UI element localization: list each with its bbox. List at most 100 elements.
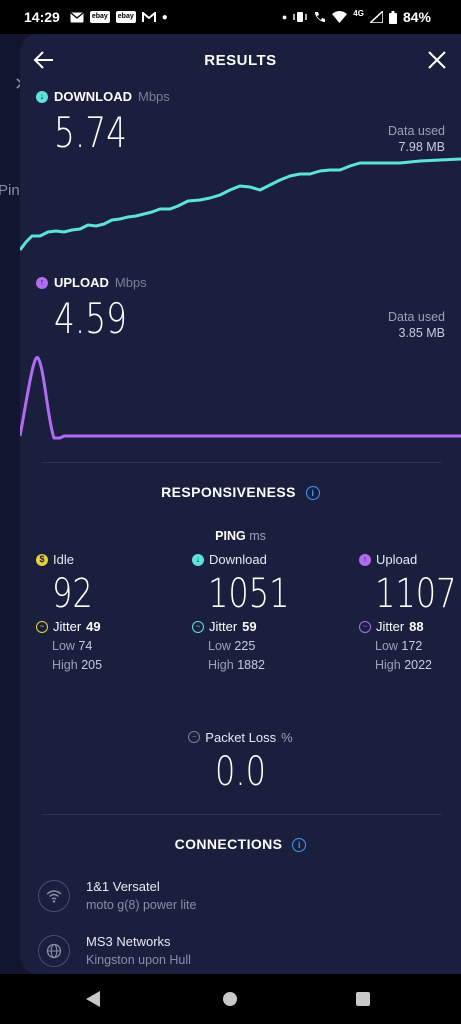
jitter-icon: ~ — [359, 620, 371, 633]
download-ping-icon: ↓ — [192, 553, 204, 566]
divider — [42, 814, 442, 815]
packet-loss-label: Packet Loss — [205, 729, 277, 745]
connection-item[interactable]: MS3 Networks Kingston upon Hull — [38, 934, 191, 967]
globe-icon — [38, 934, 70, 967]
upload-low-row: Low 172 — [375, 639, 461, 653]
jitter-icon: ~ — [192, 620, 204, 633]
download-label: ↓ DOWNLOAD Mbps — [36, 89, 170, 104]
packet-loss-label-row: − Packet Loss % — [188, 729, 293, 745]
jitter-icon: ~ — [36, 620, 48, 633]
ping-title: PING ms — [20, 529, 461, 543]
idle-ping-value: 92 — [52, 571, 93, 617]
upload-high-row: High 2022 — [375, 658, 461, 672]
upload-label: ↑ UPLOAD Mbps — [36, 275, 147, 290]
download-ping-label: Download — [209, 552, 267, 567]
connection-text: MS3 Networks Kingston upon Hull — [86, 934, 191, 967]
vibrate-icon — [293, 12, 307, 22]
connection-detail: moto g(8) power lite — [86, 898, 197, 912]
upload-data-used-value: 3.85 MB — [398, 326, 445, 340]
idle-icon: $ — [36, 553, 48, 566]
battery-percent: 84% — [402, 9, 431, 25]
responsiveness-label: RESPONSIVENESS — [161, 484, 296, 500]
download-jitter-label: Jitter — [209, 619, 238, 634]
idle-jitter-label: Jitter — [53, 619, 82, 634]
upload-title: UPLOAD — [54, 275, 109, 290]
results-panel: RESULTS ↓ DOWNLOAD Mbps 5.74 Data used 7… — [20, 34, 461, 974]
results-header: RESULTS — [20, 34, 461, 86]
page-title: RESULTS — [204, 52, 277, 69]
ping-upload-column: ↑ Upload 1107 ~ Jitter 88 Low 172 High 2… — [359, 552, 461, 672]
download-jitter-row: ~ Jitter 59 — [192, 619, 310, 634]
download-low-label: Low — [208, 639, 231, 653]
divider — [42, 462, 442, 463]
upload-jitter-value: 88 — [409, 619, 424, 634]
notification-icons: ebay ebay ● — [70, 11, 168, 23]
download-graph — [20, 157, 461, 251]
download-low-value: 225 — [234, 639, 256, 653]
upload-jitter-label: Jitter — [376, 619, 405, 634]
download-title: DOWNLOAD — [54, 89, 132, 104]
mail-icon — [70, 12, 84, 22]
info-icon[interactable]: i — [305, 486, 320, 501]
upload-ping-value: 1107 — [375, 571, 457, 617]
more-dot-icon: ● — [161, 11, 168, 23]
download-ping-value: 1051 — [208, 571, 290, 617]
nav-back-icon[interactable] — [86, 991, 100, 1007]
idle-low-row: Low 74 — [52, 639, 103, 653]
download-data-used-value: 7.98 MB — [398, 140, 445, 154]
upload-low-label: Low — [375, 639, 398, 653]
upload-unit: Mbps — [114, 275, 147, 290]
cell-signal-icon — [369, 11, 383, 23]
nav-recents-icon[interactable] — [356, 992, 370, 1006]
ping-download-column: ↓ Download 1051 ~ Jitter 59 Low 225 High… — [192, 552, 310, 672]
idle-high-row: High 205 — [52, 658, 103, 672]
connections-label: CONNECTIONS — [174, 836, 283, 852]
connection-name: MS3 Networks — [86, 934, 171, 949]
download-data-used-label: Data used — [388, 124, 445, 138]
ebay-icon: ebay — [89, 11, 110, 23]
download-ping-label-row: ↓ Download — [192, 552, 310, 567]
upload-high-label: High — [375, 658, 401, 672]
connection-item[interactable]: 1&1 Versatel moto g(8) power lite — [38, 879, 196, 912]
idle-low-label: Low — [52, 639, 75, 653]
wifi-signal-icon — [332, 11, 348, 23]
status-time: 14:29 — [24, 9, 60, 25]
connection-name: 1&1 Versatel — [86, 879, 160, 894]
download-data-used: Data used 7.98 MB — [388, 123, 445, 155]
upload-ping-icon: ↑ — [359, 553, 371, 566]
packet-loss-value: 0.0 — [215, 748, 266, 795]
download-low-row: Low 225 — [208, 639, 310, 653]
idle-label: Idle — [53, 552, 74, 567]
upload-arrow-icon: ↑ — [36, 276, 48, 289]
idle-jitter-value: 49 — [86, 619, 101, 634]
download-high-label: High — [208, 658, 234, 672]
packet-loss-unit: % — [281, 729, 293, 745]
back-arrow-icon[interactable] — [32, 48, 56, 72]
ping-unit: ms — [249, 529, 266, 543]
connection-text: 1&1 Versatel moto g(8) power lite — [86, 879, 196, 912]
packet-loss: − Packet Loss % 0.0 — [20, 726, 461, 795]
upload-graph — [20, 356, 461, 440]
idle-label-row: $ Idle — [36, 552, 103, 567]
ping-idle-column: $ Idle 92 ~ Jitter 49 Low 74 High 205 — [36, 552, 103, 672]
navigation-bar — [0, 974, 461, 1024]
idle-high-value: 205 — [81, 658, 103, 672]
download-arrow-icon: ↓ — [36, 90, 48, 103]
ebay-icon: ebay — [115, 11, 136, 23]
download-unit: Mbps — [138, 89, 170, 104]
gmail-icon — [141, 11, 156, 22]
ping-label: PING — [215, 529, 246, 543]
responsiveness-title: RESPONSIVENESS i — [20, 484, 461, 501]
download-high-row: High 1882 — [208, 658, 310, 672]
close-icon[interactable] — [425, 48, 449, 72]
packet-loss-icon: − — [188, 731, 201, 743]
upload-jitter-row: ~ Jitter 88 — [359, 619, 461, 634]
upload-low-value: 172 — [401, 639, 423, 653]
system-icons: ● 4G 84% — [281, 8, 431, 26]
nav-home-icon[interactable] — [223, 992, 237, 1006]
dot-icon: ● — [281, 12, 288, 22]
network-type: 4G — [353, 8, 364, 18]
upload-high-value: 2022 — [404, 658, 433, 672]
info-icon[interactable]: i — [292, 838, 307, 853]
upload-data-used: Data used 3.85 MB — [388, 309, 445, 341]
